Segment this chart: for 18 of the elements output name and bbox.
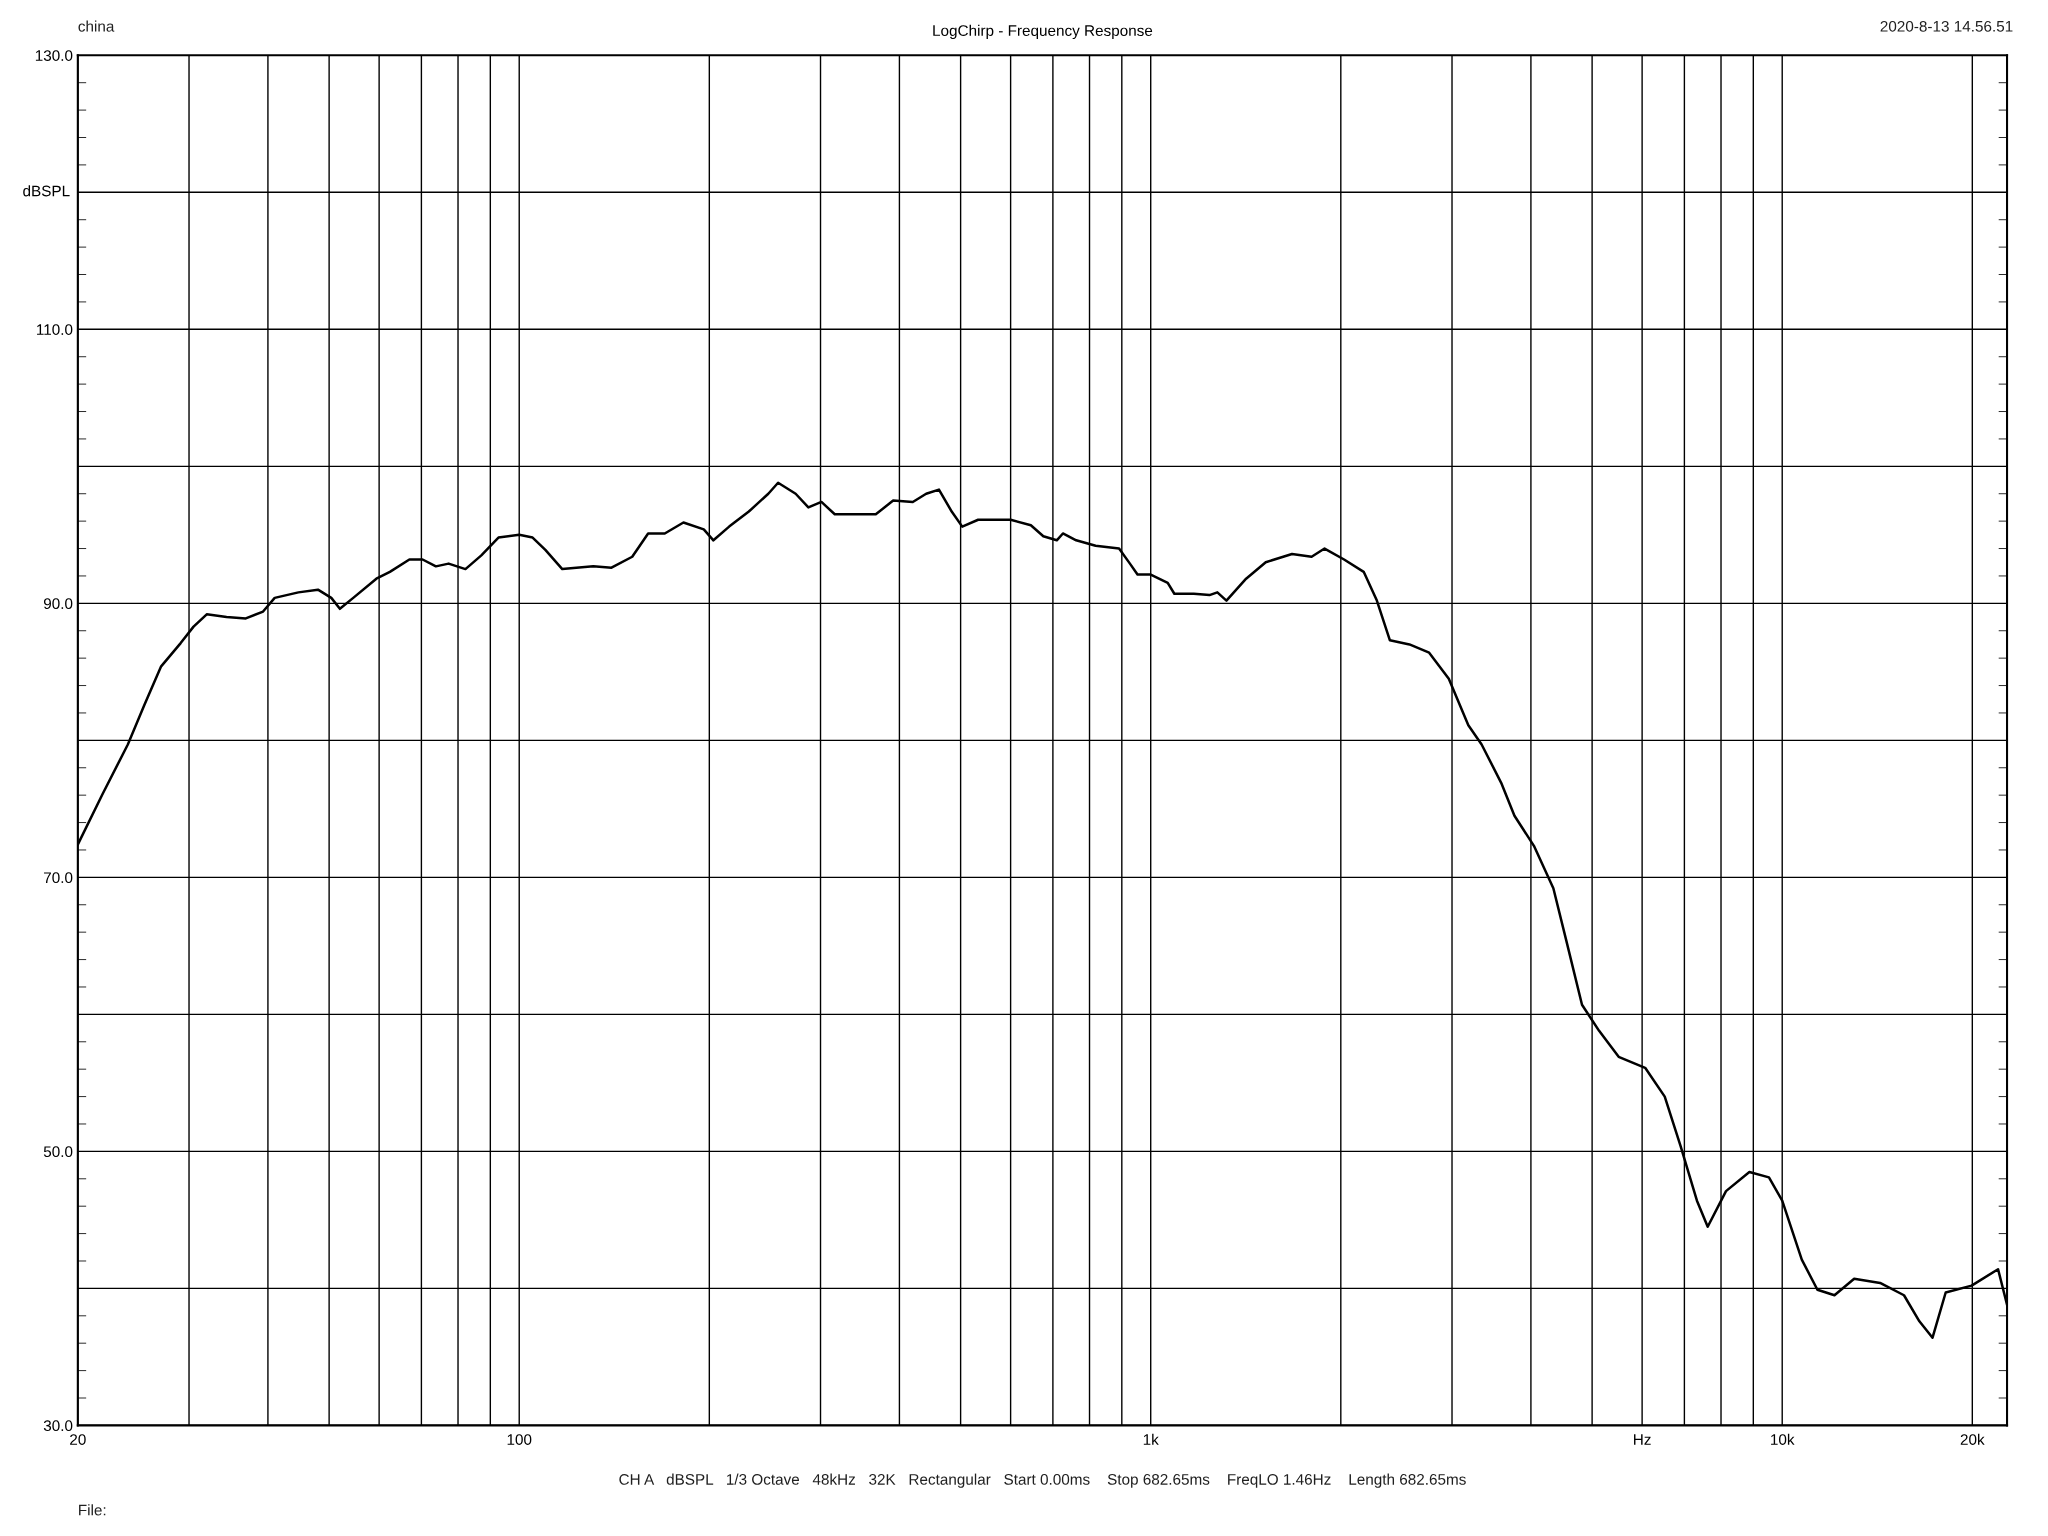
x-tick-label: 100 <box>507 1434 532 1445</box>
x-tick-label: Hz <box>1634 1434 1651 1445</box>
chart-title: LogChirp - Frequency Response <box>933 24 1153 40</box>
y-tick-label: 130.0 <box>35 50 73 61</box>
text: File: <box>79 1504 106 1516</box>
y-tick-label: 30.0 <box>43 1420 73 1432</box>
text: china <box>78 20 115 32</box>
x-tick-label: 20 <box>70 1434 86 1445</box>
x-tick-label: 20k <box>1960 1433 1985 1445</box>
y-tick-label: 70.0 <box>44 872 73 884</box>
x-tick-label: 10k <box>1771 1433 1795 1445</box>
x-tick-label: 1k <box>1143 1433 1159 1445</box>
text: 2020-8-13 14.56.51 <box>1880 20 2013 32</box>
y-axis-title: dBSPL <box>23 185 70 197</box>
text: CH A dBSPL 1/3 Octave 48kHz 32K Rectangular Start 0.00ms Stop 682.65ms FreqLO 1.46Hz Length 682.65ms <box>619 1473 1466 1488</box>
y-tick-label: 50.0 <box>43 1146 73 1158</box>
y-tick-label: 90.0 <box>43 598 73 610</box>
y-tick-label: 110.0 <box>37 324 73 335</box>
